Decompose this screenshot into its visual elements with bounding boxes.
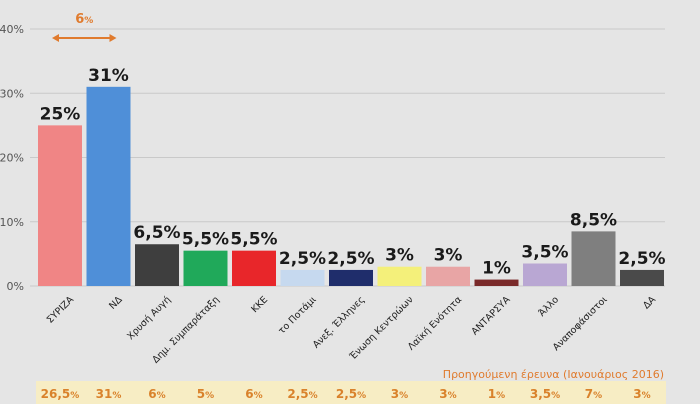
previous-survey-band	[36, 381, 666, 404]
x-tick-label: ΝΔ	[107, 294, 125, 312]
previous-survey-title: Προηγούμενη έρευνα (Ιανουάριος 2016)	[443, 368, 664, 381]
y-axis-ticks: 0% 10% 20% 30% 40%	[0, 23, 24, 293]
difference-annotation: 6%	[52, 12, 117, 42]
bar	[523, 263, 567, 286]
previous-survey-value: 3,5%	[530, 387, 560, 401]
x-tick-label: ΣΥΡΙΖΑ	[45, 294, 77, 326]
bar-value-label: 3,5%	[521, 243, 568, 263]
previous-survey-value: 2,5%	[336, 387, 366, 401]
previous-survey-value: 3%	[633, 387, 650, 401]
bar	[135, 244, 179, 286]
bar	[474, 279, 519, 286]
previous-survey-value: 5%	[197, 387, 214, 401]
bar-value-label: 5,5%	[230, 230, 277, 250]
y-tick-label: 30%	[0, 87, 24, 100]
x-tick-label: Άλλο	[537, 294, 562, 319]
bar	[329, 269, 373, 286]
x-tick-label: το Ποτάμι	[276, 294, 318, 336]
y-tick-label: 40%	[0, 23, 24, 36]
x-tick-label: Χρυσή Αυγή	[125, 294, 173, 342]
bar	[232, 250, 276, 286]
bars	[38, 86, 664, 286]
x-tick-label: ΚΚΕ	[249, 294, 270, 315]
bar	[426, 266, 470, 286]
previous-survey-value: 6%	[245, 387, 262, 401]
bar-value-label: 2,5%	[618, 249, 665, 269]
bar	[377, 266, 422, 286]
bar	[86, 86, 131, 286]
difference-arrow-head-right	[109, 34, 117, 42]
bar-value-label: 25%	[40, 104, 81, 124]
bar-value-label: 31%	[88, 66, 129, 86]
previous-survey-value: 7%	[585, 387, 602, 401]
bar-value-label: 2,5%	[327, 249, 374, 269]
previous-survey-row: Προηγούμενη έρευνα (Ιανουάριος 2016) 26,…	[36, 368, 666, 404]
bar-value-label: 5,5%	[182, 230, 229, 250]
previous-survey-value: 1%	[488, 387, 505, 401]
previous-survey-values: 26,5% 31% 6% 5% 6% 2,5% 2,5% 3% 3% 1% 3,5% 7% 3%	[41, 387, 651, 401]
y-tick-label: 0%	[7, 280, 24, 293]
previous-survey-value: 6%	[148, 387, 165, 401]
difference-annotation-text: 6%	[75, 12, 93, 27]
difference-arrow-head-left	[52, 34, 59, 42]
bar-value-label: 2,5%	[279, 249, 326, 269]
previous-survey-value: 3%	[391, 387, 408, 401]
y-tick-label: 20%	[0, 152, 24, 165]
bar	[183, 250, 228, 286]
previous-survey-value: 31%	[96, 387, 122, 401]
x-tick-label: ΑΝΤΑΡΣΥΑ	[470, 294, 513, 337]
previous-survey-value: 3%	[439, 387, 456, 401]
previous-survey-value: 26,5%	[41, 387, 80, 401]
bar	[280, 269, 325, 286]
bar-value-label: 3%	[385, 246, 414, 266]
bar	[38, 125, 82, 286]
bar-value-label: 6,5%	[133, 223, 180, 243]
bar-value-label: 1%	[482, 259, 511, 279]
previous-survey-value: 2,5%	[287, 387, 317, 401]
bar	[620, 269, 664, 286]
bar-value-labels: 25%31%6,5% 5,5% 5,5%2,5% 2,5% 3% 3%1%3,5%8,5%…	[40, 66, 666, 279]
bar-value-label: 8,5%	[570, 210, 617, 230]
y-tick-label: 10%	[0, 216, 24, 229]
x-tick-label: ΔΑ	[641, 294, 658, 311]
bar	[571, 231, 616, 286]
bar-value-label: 3%	[434, 246, 463, 266]
